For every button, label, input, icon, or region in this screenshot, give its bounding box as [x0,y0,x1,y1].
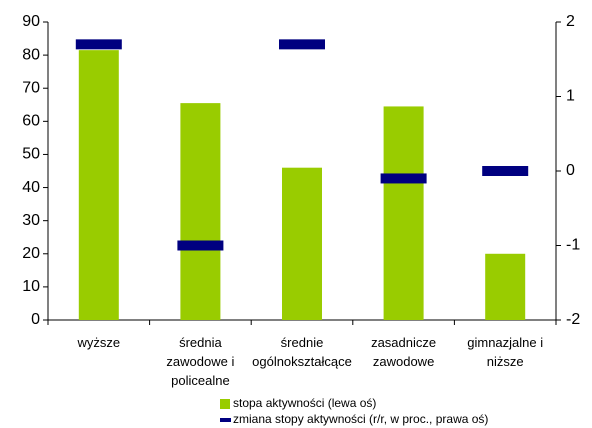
y2-tick-label: -1 [566,237,580,254]
marker [380,173,427,184]
y2-tick-label: -2 [566,311,580,328]
x-tick-label: średnie ogólnokształcące [252,335,352,369]
y-tick-label: 80 [22,46,40,63]
marker [75,39,122,50]
y-tick-label: 0 [31,311,40,328]
bar [383,106,424,320]
y-tick-label: 70 [22,79,40,96]
y-tick-label: 30 [22,212,40,229]
legend-swatch [220,399,230,409]
bar [78,50,119,321]
y2-tick-label: 2 [566,13,575,30]
marker [482,166,529,176]
y-tick-label: 40 [22,179,40,196]
bar [180,103,221,320]
y-tick-label: 50 [22,146,40,163]
legend-label: stopa aktywności (lewa oś) [233,396,376,410]
x-tick-label: wyższe [76,335,120,350]
bar [282,167,322,320]
x-tick-label: zasadnicze zawodowe [371,335,436,369]
bar [485,253,526,320]
marker [177,240,224,251]
y2-tick-label: 0 [566,162,575,179]
y-tick-label: 20 [22,245,40,262]
y-tick-label: 60 [22,113,40,130]
x-tick-label: średnia zawodowe i policealne [166,335,234,388]
legend-swatch [220,418,231,422]
legend-label: zmiana stopy aktywności (r/r, w proc., p… [233,412,488,426]
y-tick-label: 10 [22,278,40,295]
y-tick-label: 90 [22,13,40,30]
x-tick-label: gimnazjalne i niższe [467,335,543,369]
marker [279,39,325,50]
y2-tick-label: 1 [566,88,575,105]
